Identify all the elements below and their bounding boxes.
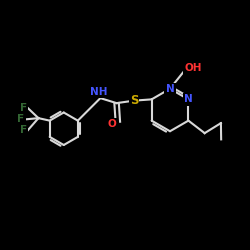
- Text: F: F: [20, 103, 27, 113]
- Text: N: N: [166, 84, 174, 94]
- Text: F: F: [17, 114, 24, 124]
- Text: O: O: [107, 120, 116, 130]
- Text: N: N: [184, 94, 193, 104]
- Text: F: F: [20, 125, 27, 135]
- Text: NH: NH: [90, 87, 108, 97]
- Text: S: S: [130, 94, 138, 107]
- Text: OH: OH: [184, 63, 202, 73]
